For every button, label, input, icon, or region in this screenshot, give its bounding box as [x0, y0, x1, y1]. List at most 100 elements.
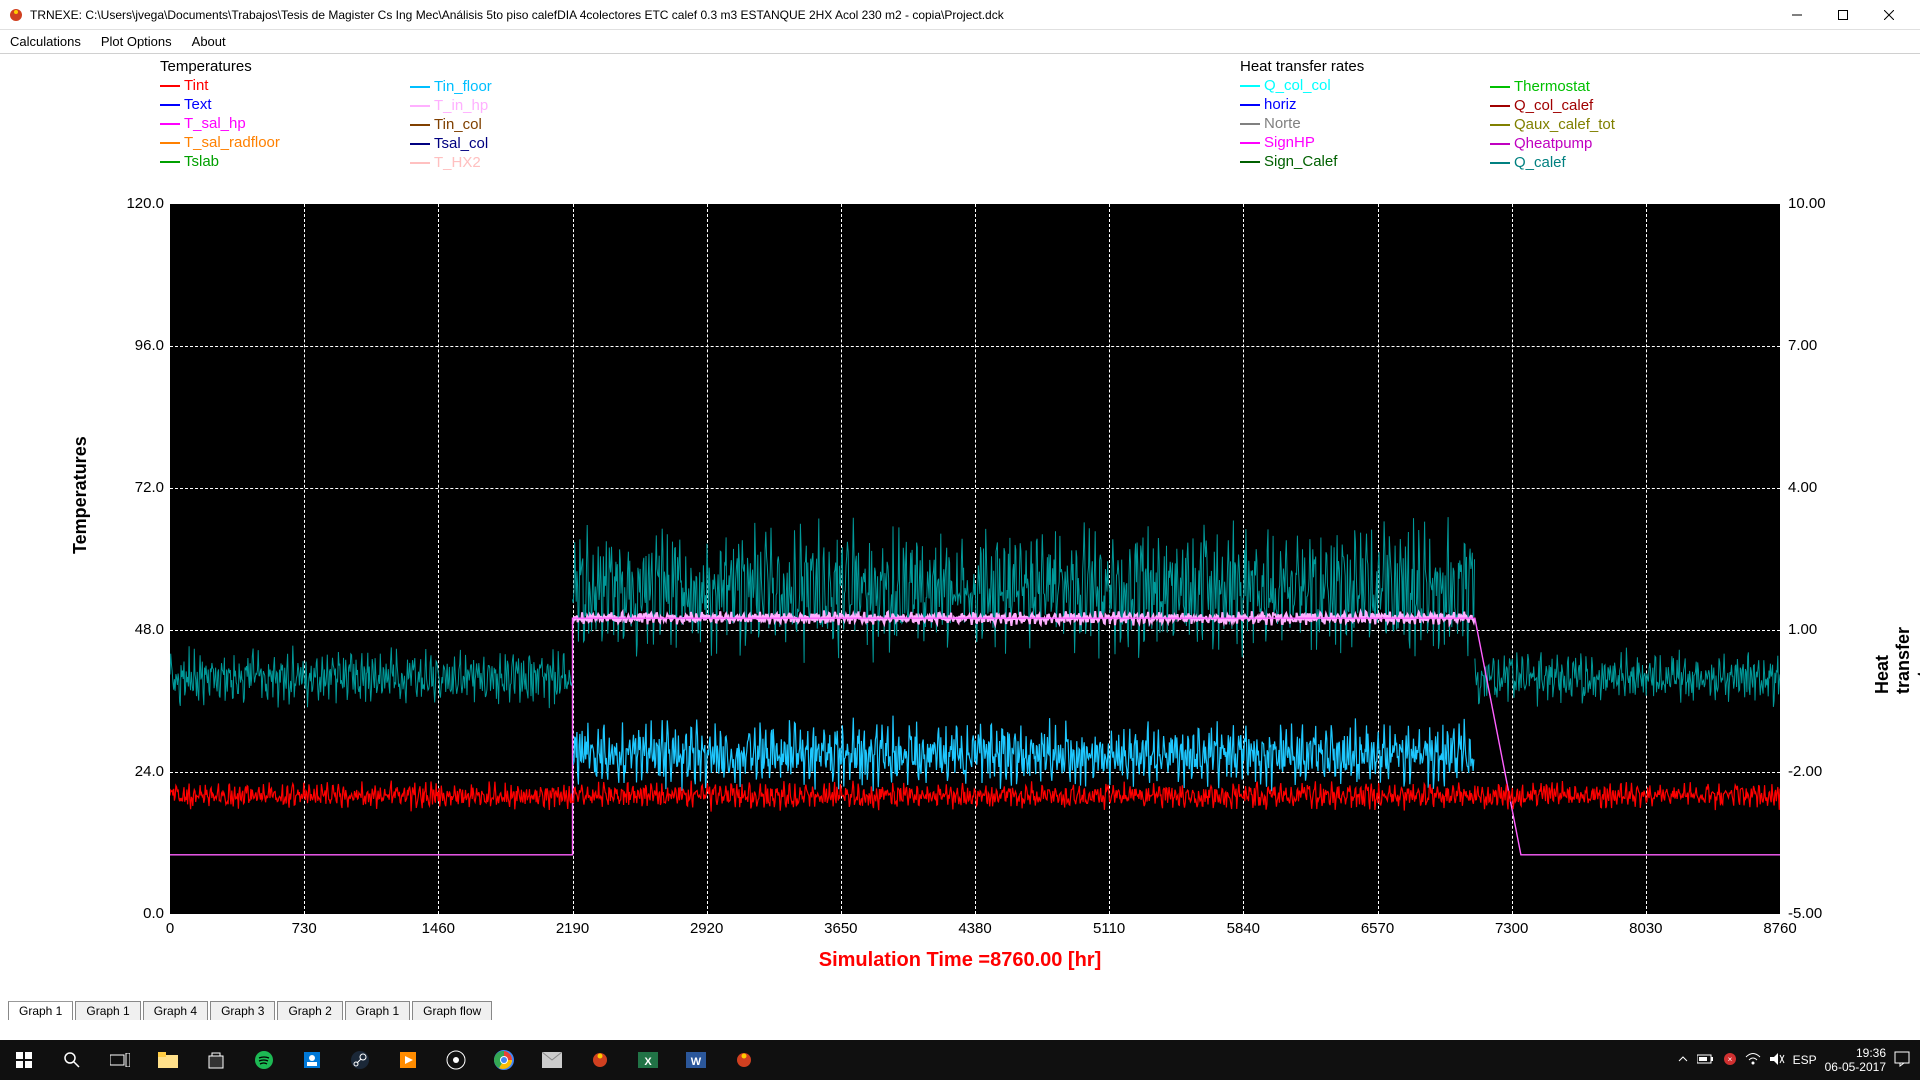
svg-text:X: X — [644, 1056, 652, 1068]
simulation-time-label: Simulation Time =8760.00 [hr] — [0, 949, 1920, 972]
tab-0[interactable]: Graph 1 — [8, 1001, 73, 1020]
legend-heat-c1-1[interactable]: horiz — [1240, 95, 1364, 114]
legend-temp-c2-3[interactable]: Tsal_col — [410, 134, 492, 153]
ytick-left: 24.0 — [114, 763, 164, 780]
legend-heat-c1-label-4: Sign_Calef — [1264, 153, 1337, 170]
legend-heat-c1-0[interactable]: Q_col_col — [1240, 76, 1364, 95]
tab-1[interactable]: Graph 1 — [75, 1001, 140, 1020]
ytick-right: 10.00 — [1788, 195, 1826, 212]
tray-battery-icon[interactable] — [1697, 1053, 1715, 1068]
legend-heat-c2-2[interactable]: Qaux_calef_tot — [1490, 115, 1615, 134]
svg-text:W: W — [691, 1056, 702, 1068]
tray-volume-icon[interactable] — [1769, 1052, 1785, 1069]
maximize-button[interactable] — [1820, 0, 1866, 30]
legend-temp-c2-1[interactable]: T_in_hp — [410, 96, 492, 115]
legend-temp-c2-4[interactable]: T_HX2 — [410, 153, 492, 172]
xtick: 6570 — [1348, 920, 1408, 937]
tab-6[interactable]: Graph flow — [412, 1001, 492, 1020]
steam-icon[interactable] — [336, 1040, 384, 1080]
menu-about[interactable]: About — [192, 34, 226, 49]
legend-heat-c1-4[interactable]: Sign_Calef — [1240, 152, 1364, 171]
tray-date: 06-05-2017 — [1825, 1060, 1886, 1074]
xtick: 2920 — [677, 920, 737, 937]
tab-4[interactable]: Graph 2 — [277, 1001, 342, 1020]
xtick: 2190 — [543, 920, 603, 937]
ytick-right: 7.00 — [1788, 337, 1817, 354]
legend-heat-c1-swatch-1 — [1240, 104, 1260, 106]
tray-notifications-icon[interactable] — [1894, 1051, 1910, 1070]
store-icon[interactable] — [192, 1040, 240, 1080]
tray-wifi-icon[interactable] — [1745, 1052, 1761, 1069]
groove-icon[interactable] — [432, 1040, 480, 1080]
window-controls — [1774, 0, 1912, 30]
taskview-icon[interactable] — [96, 1040, 144, 1080]
close-button[interactable] — [1866, 0, 1912, 30]
chrome-icon[interactable] — [480, 1040, 528, 1080]
tab-5[interactable]: Graph 1 — [345, 1001, 410, 1020]
legend-temperatures: Temperatures TintTextT_sal_hpT_sal_radfl… — [160, 58, 280, 171]
legend-temp-c1-2[interactable]: T_sal_hp — [160, 114, 280, 133]
taskbar: X W × ESP 19:36 06-05-2017 — [0, 1040, 1920, 1080]
word-icon[interactable]: W — [672, 1040, 720, 1080]
legend-temp-c2-label-4: T_HX2 — [434, 154, 481, 171]
explorer-icon[interactable] — [144, 1040, 192, 1080]
legend-temp-c2-label-1: T_in_hp — [434, 97, 488, 114]
legend-temp-c1-label-2: T_sal_hp — [184, 115, 246, 132]
legend-heat-c2-3[interactable]: Qheatpump — [1490, 134, 1615, 153]
ytick-right: -2.00 — [1788, 763, 1822, 780]
legend-heat-c2-swatch-0 — [1490, 86, 1510, 88]
legend-temp-c2-2[interactable]: Tin_col — [410, 115, 492, 134]
legend-heat-c1-swatch-2 — [1240, 123, 1260, 125]
legend-temp-c2-swatch-4 — [410, 162, 430, 164]
legend-temp-c2-0[interactable]: Tin_floor — [410, 77, 492, 96]
legend-temperatures-title: Temperatures — [160, 58, 280, 75]
legend-heat-c2-1[interactable]: Q_col_calef — [1490, 96, 1615, 115]
legend-heat-c2-label-3: Qheatpump — [1514, 135, 1592, 152]
legend-temp-c1-1[interactable]: Text — [160, 95, 280, 114]
legend-heat-c1-swatch-0 — [1240, 85, 1260, 87]
legend-temp-c1-label-4: Tslab — [184, 153, 219, 170]
graph-tabs: Graph 1Graph 1Graph 4Graph 3Graph 2Graph… — [8, 1001, 494, 1020]
minimize-button[interactable] — [1774, 0, 1820, 30]
legend-temp-c1-swatch-0 — [160, 85, 180, 87]
excel-icon[interactable]: X — [624, 1040, 672, 1080]
legend-temp-c2-swatch-2 — [410, 124, 430, 126]
tray-chevron-icon[interactable] — [1677, 1053, 1689, 1068]
legend-heat-c1-swatch-4 — [1240, 161, 1260, 163]
app-icon — [8, 7, 24, 23]
legend-heat-c1-2[interactable]: Norte — [1240, 114, 1364, 133]
plot-area[interactable] — [170, 204, 1780, 914]
legend-temp-c2-label-0: Tin_floor — [434, 78, 492, 95]
legend-temp-c2-label-2: Tin_col — [434, 116, 482, 133]
legend-temp-c1-4[interactable]: Tslab — [160, 152, 280, 171]
legend-heat-c1-3[interactable]: SignHP — [1240, 133, 1364, 152]
tray-language[interactable]: ESP — [1793, 1053, 1817, 1067]
tray-security-icon[interactable]: × — [1723, 1052, 1737, 1069]
xtick: 5110 — [1079, 920, 1139, 937]
ytick-right: -5.00 — [1788, 905, 1822, 922]
menubar: Calculations Plot Options About — [0, 30, 1920, 54]
mail-icon[interactable] — [528, 1040, 576, 1080]
legend-heat-c2-4[interactable]: Q_calef — [1490, 153, 1615, 172]
feedback-icon[interactable] — [288, 1040, 336, 1080]
legend-heat-c2-label-0: Thermostat — [1514, 78, 1590, 95]
titlebar: TRNEXE: C:\Users\jvega\Documents\Trabajo… — [0, 0, 1920, 30]
start-button[interactable] — [0, 1040, 48, 1080]
trnexe-running-icon[interactable] — [720, 1040, 768, 1080]
tab-3[interactable]: Graph 3 — [210, 1001, 275, 1020]
menu-plot-options[interactable]: Plot Options — [101, 34, 172, 49]
tray-clock[interactable]: 19:36 06-05-2017 — [1825, 1046, 1886, 1075]
legend-temp-c2-swatch-3 — [410, 143, 430, 145]
search-icon[interactable] — [48, 1040, 96, 1080]
menu-calculations[interactable]: Calculations — [10, 34, 81, 49]
video-icon[interactable] — [384, 1040, 432, 1080]
tab-2[interactable]: Graph 4 — [143, 1001, 208, 1020]
legend-temp-c1-0[interactable]: Tint — [160, 76, 280, 95]
taskbar-left: X W — [0, 1040, 768, 1080]
legend-heat-c2-0[interactable]: Thermostat — [1490, 77, 1615, 96]
legend-temp-c1-3[interactable]: T_sal_radfloor — [160, 133, 280, 152]
spotify-icon[interactable] — [240, 1040, 288, 1080]
xtick: 5840 — [1213, 920, 1273, 937]
trnsys-icon[interactable] — [576, 1040, 624, 1080]
ytick-right: 4.00 — [1788, 479, 1817, 496]
